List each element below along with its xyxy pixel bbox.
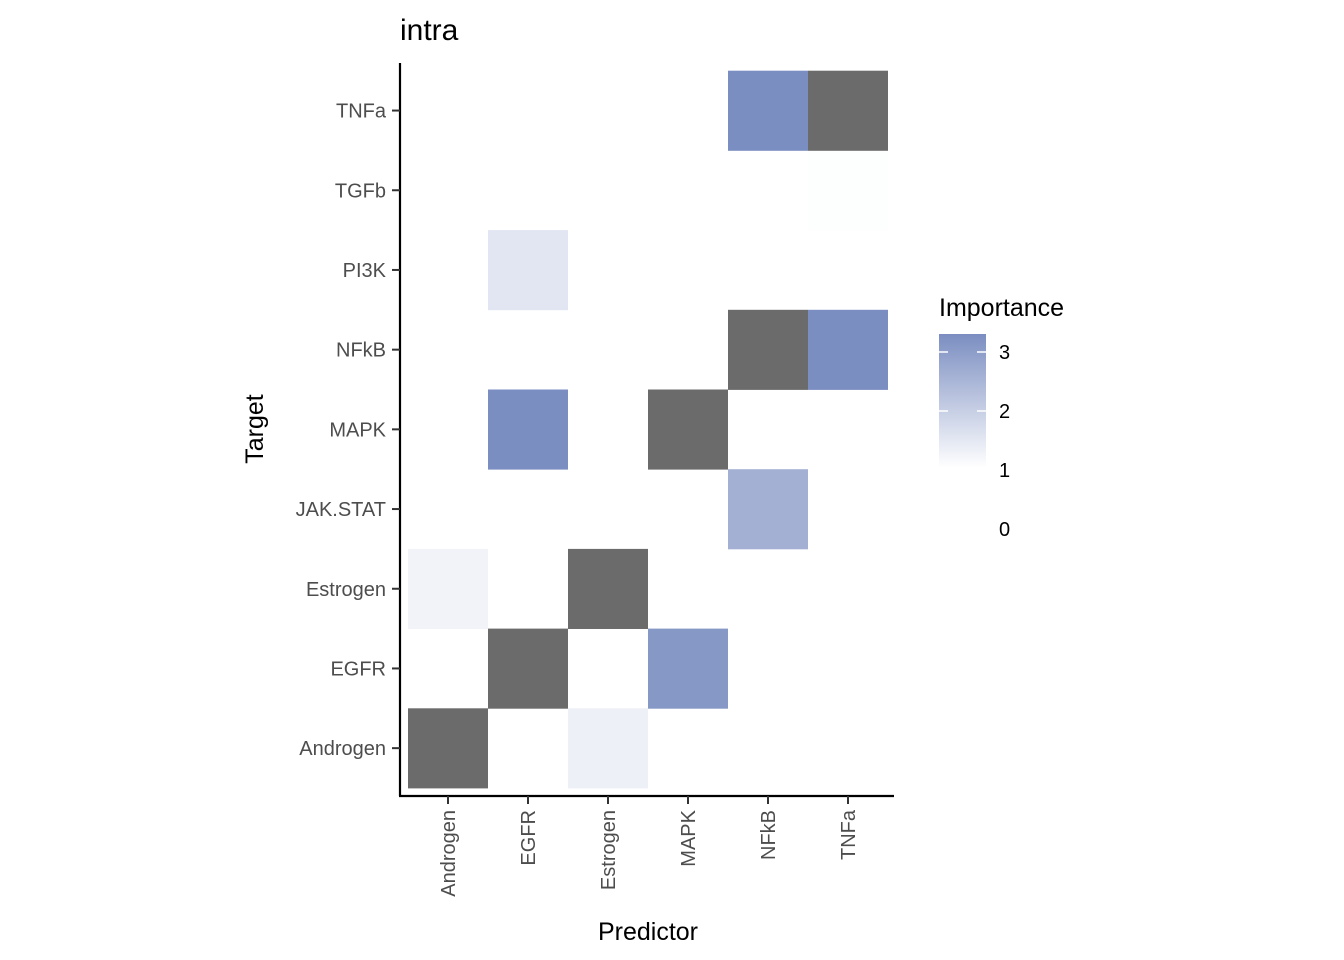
x-tick-label-estrogen: Estrogen xyxy=(598,810,620,890)
y-tick-label-androgen: Androgen xyxy=(299,738,386,760)
y-tick-label-tgfb: TGFb xyxy=(335,180,386,202)
heatmap-cell-androgen-estrogen xyxy=(568,708,648,789)
x-tick-label-egfr: EGFR xyxy=(518,810,540,866)
heatmap-cell-tnfa-nfkb xyxy=(728,70,808,151)
x-tick-label-androgen: Androgen xyxy=(438,810,460,897)
heatmap-cell-androgen-androgen xyxy=(408,708,488,789)
heatmap-cells xyxy=(408,70,888,789)
heatmap-cell-egfr-egfr xyxy=(488,628,568,709)
x-tick-label-nfkb: NFkB xyxy=(758,810,780,860)
legend-title: Importance xyxy=(939,294,1064,322)
legend-colorbar xyxy=(939,334,986,468)
heatmap-cell-estrogen-estrogen xyxy=(568,548,648,629)
chart-title: intra xyxy=(400,14,459,47)
heatmap-cell-nfkb-tnfa xyxy=(808,309,888,390)
y-tick-label-egfr: EGFR xyxy=(330,658,386,680)
legend-tick-label: 1 xyxy=(999,460,1010,482)
heatmap-cell-egfr-mapk xyxy=(648,628,728,709)
y-tick-label-jak-stat: JAK.STAT xyxy=(296,499,386,521)
y-axis-title: Target xyxy=(241,394,269,464)
heatmap-cell-jak-stat-nfkb xyxy=(728,469,808,550)
y-axis-ticks: Androgen EGFR Estrogen JAK.STAT MAPK NFkB PI3K… xyxy=(296,101,400,760)
legend: Importance 3 2 1 0 xyxy=(939,294,1064,541)
x-axis-title: Predictor xyxy=(598,918,698,946)
x-tick-label-tnfa: TNFa xyxy=(838,809,860,860)
heatmap-cell-mapk-egfr xyxy=(488,389,568,470)
legend-tick-label: 2 xyxy=(999,401,1010,423)
y-tick-label-mapk: MAPK xyxy=(329,419,386,441)
y-tick-label-tnfa: TNFa xyxy=(336,101,387,123)
heatmap-cell-pi3k-egfr xyxy=(488,230,568,311)
legend-tick-label: 0 xyxy=(999,519,1010,541)
y-tick-label-estrogen: Estrogen xyxy=(306,579,386,601)
heatmap-cell-estrogen-androgen xyxy=(408,548,488,629)
x-tick-label-mapk: MAPK xyxy=(678,809,700,866)
heatmap-cell-nfkb-nfkb xyxy=(728,309,808,390)
heatmap-cell-tgfb-tnfa xyxy=(808,150,888,231)
legend-tick-label: 3 xyxy=(999,342,1010,364)
y-tick-label-pi3k: PI3K xyxy=(343,260,387,282)
y-tick-label-nfkb: NFkB xyxy=(336,340,386,362)
heatmap-cell-tnfa-tnfa xyxy=(808,70,888,151)
x-axis-ticks: Androgen EGFR Estrogen MAPK NFkB TNFa xyxy=(438,796,860,897)
heatmap-cell-mapk-mapk xyxy=(648,389,728,470)
